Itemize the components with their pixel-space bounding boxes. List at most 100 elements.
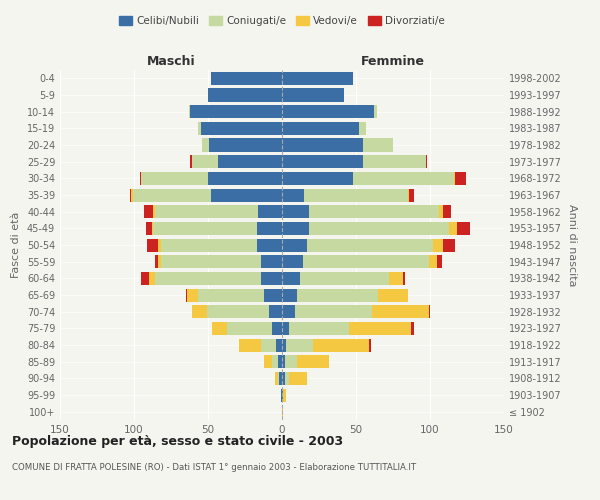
Bar (202, 138, 209, 151)
Bar (313, 338, 370, 351)
Bar (192, 305, 206, 318)
Bar (282, 122, 359, 135)
Bar (153, 222, 257, 235)
Bar (454, 172, 455, 185)
Bar (209, 138, 282, 151)
Bar (187, 288, 197, 302)
Bar (372, 305, 428, 318)
Bar (297, 355, 329, 368)
Bar (161, 255, 261, 268)
Bar (145, 205, 153, 218)
Bar (192, 155, 218, 168)
Bar (408, 188, 409, 202)
Bar (148, 238, 158, 252)
Bar (289, 322, 349, 335)
Bar (278, 355, 282, 368)
Bar (282, 305, 295, 318)
Bar (282, 155, 364, 168)
Bar (239, 338, 261, 351)
Bar (297, 288, 378, 302)
Bar (282, 205, 308, 218)
Bar (261, 272, 282, 285)
Bar (449, 222, 457, 235)
Bar (307, 238, 433, 252)
Bar (374, 105, 377, 118)
Bar (282, 238, 307, 252)
Bar (158, 238, 161, 252)
Bar (283, 388, 286, 402)
Bar (206, 305, 269, 318)
Bar (457, 222, 470, 235)
Bar (285, 372, 289, 385)
Bar (286, 338, 313, 351)
Bar (282, 188, 304, 202)
Bar (282, 172, 353, 185)
Bar (285, 355, 297, 368)
Bar (208, 88, 282, 102)
Bar (409, 188, 414, 202)
Bar (275, 372, 278, 385)
Bar (259, 205, 282, 218)
Bar (282, 255, 303, 268)
Bar (411, 322, 414, 335)
Bar (142, 272, 149, 285)
Bar (211, 72, 282, 85)
Bar (300, 272, 389, 285)
Bar (261, 255, 282, 268)
Bar (428, 305, 430, 318)
Bar (152, 222, 153, 235)
Bar (437, 255, 442, 268)
Bar (295, 305, 372, 318)
Bar (443, 238, 455, 252)
Bar (272, 322, 282, 335)
Bar (146, 222, 152, 235)
Bar (389, 272, 403, 285)
Bar (257, 238, 282, 252)
Bar (155, 272, 261, 285)
Bar (282, 222, 308, 235)
Bar (282, 372, 285, 385)
Bar (140, 172, 142, 185)
Bar (153, 205, 155, 218)
Bar (378, 288, 408, 302)
Bar (279, 372, 282, 385)
Bar (304, 188, 408, 202)
Bar (264, 288, 282, 302)
Bar (227, 322, 272, 335)
Bar (197, 288, 264, 302)
Bar (282, 388, 283, 402)
Bar (131, 188, 133, 202)
Bar (155, 255, 158, 268)
Bar (158, 255, 161, 268)
Bar (276, 338, 282, 351)
Bar (403, 272, 405, 285)
Bar (186, 288, 187, 302)
Bar (282, 272, 300, 285)
Bar (364, 155, 425, 168)
Bar (133, 188, 211, 202)
Text: COMUNE DI FRATTA POLESINE (RO) - Dati ISTAT 1° gennaio 2003 - Elaborazione TUTTI: COMUNE DI FRATTA POLESINE (RO) - Dati IS… (12, 462, 416, 471)
Bar (269, 305, 282, 318)
Bar (278, 372, 279, 385)
Bar (211, 188, 282, 202)
Bar (282, 355, 285, 368)
Bar (282, 405, 283, 418)
Bar (261, 338, 276, 351)
Bar (353, 172, 454, 185)
Bar (289, 372, 307, 385)
Bar (149, 272, 155, 285)
Text: Maschi: Maschi (146, 56, 196, 68)
Bar (208, 172, 282, 185)
Bar (257, 222, 282, 235)
Bar (425, 155, 427, 168)
Bar (282, 322, 289, 335)
Bar (272, 355, 278, 368)
Text: Popolazione per età, sesso e stato civile - 2003: Popolazione per età, sesso e stato civil… (12, 435, 343, 448)
Bar (428, 255, 437, 268)
Y-axis label: Fasce di età: Fasce di età (11, 212, 21, 278)
Bar (161, 238, 257, 252)
Bar (439, 205, 443, 218)
Bar (282, 138, 364, 151)
Bar (190, 105, 282, 118)
Bar (155, 205, 259, 218)
